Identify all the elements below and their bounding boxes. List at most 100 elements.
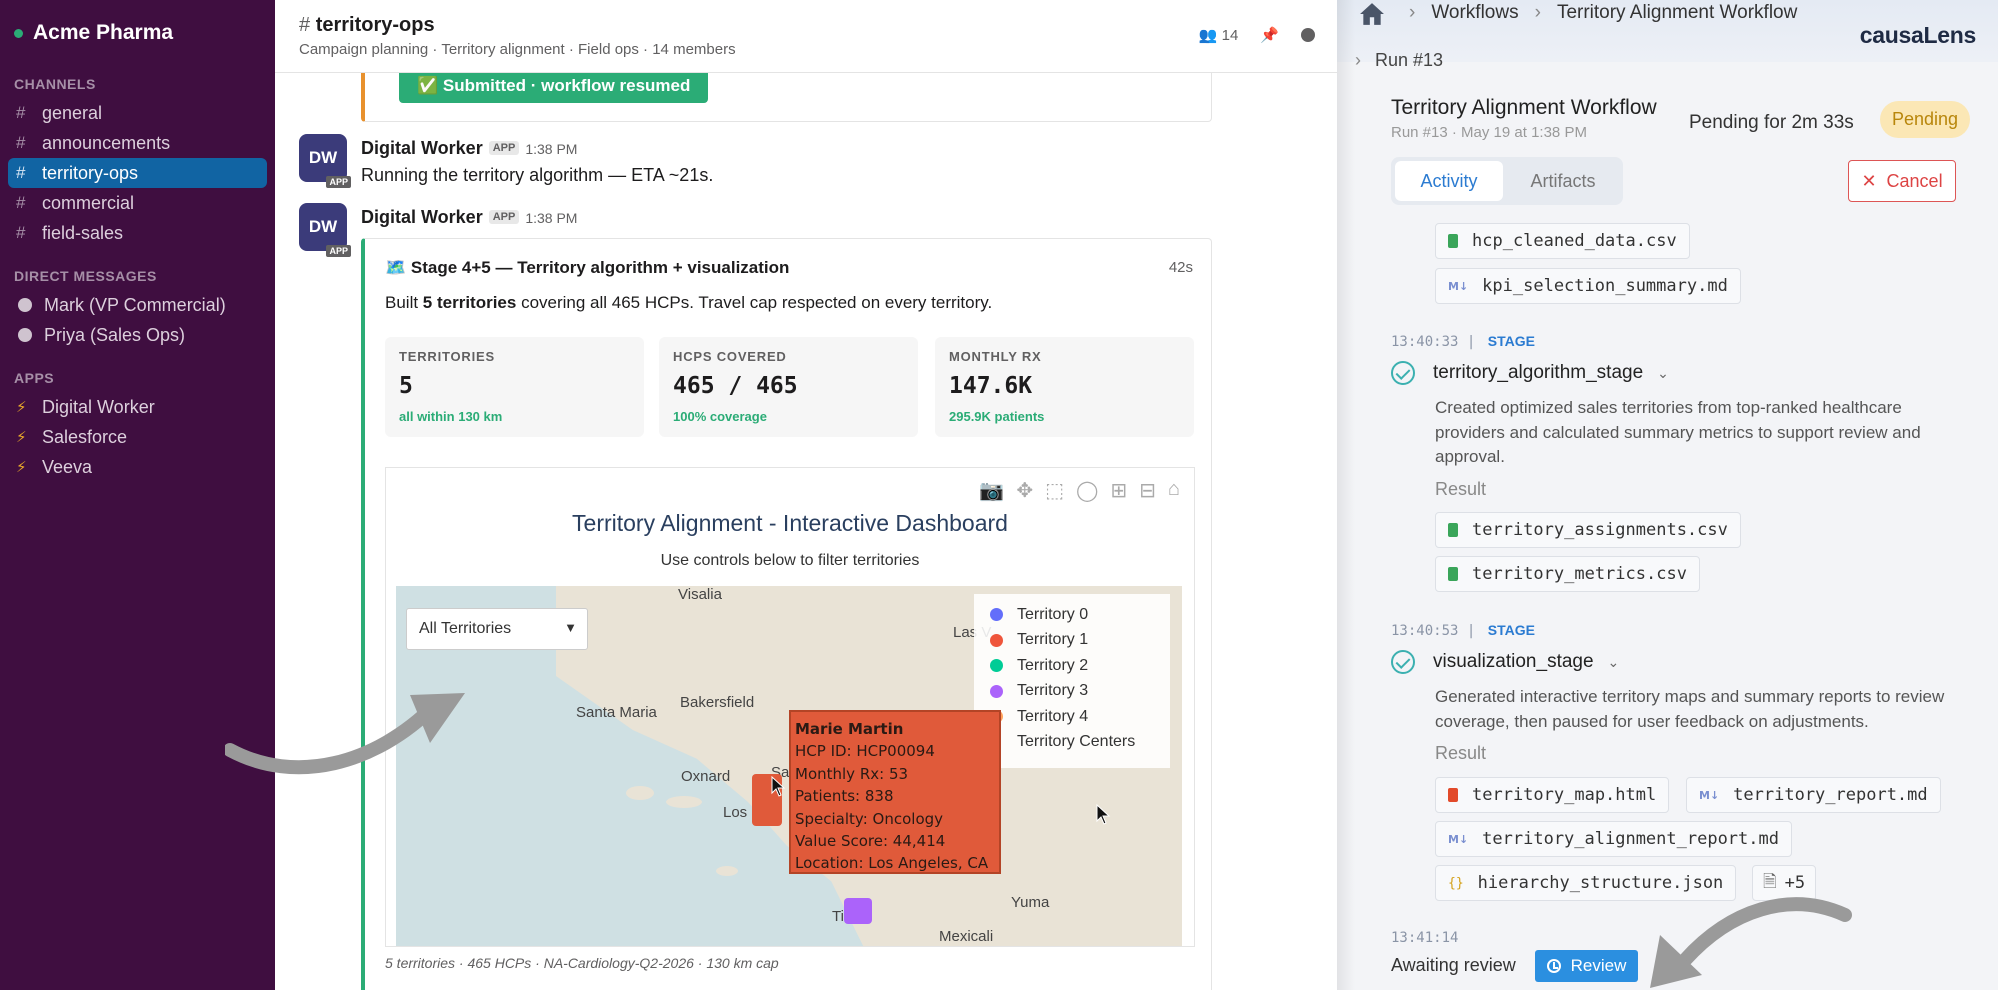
legend-item[interactable]: Territory 4 xyxy=(984,704,1160,730)
breadcrumb-workflow[interactable]: Territory Alignment Workflow xyxy=(1556,2,1798,23)
tooltip-name: Marie Martin xyxy=(795,718,995,740)
sidebar-item-app-digital-worker[interactable]: ⚡ Digital Worker xyxy=(8,392,267,422)
more-files-chip[interactable]: 🗎 +5 xyxy=(1752,865,1817,901)
dashboard-subtitle: Use controls below to filter territories xyxy=(660,552,920,569)
camera-icon[interactable]: 📷 xyxy=(979,480,1005,502)
file-chip[interactable]: territory_assignments.csv xyxy=(1435,512,1741,548)
legend-item[interactable]: Territory Centers xyxy=(984,730,1160,756)
hcp-tooltip: Marie Martin HCP ID: HCP00094 Monthly Rx… xyxy=(789,710,1001,874)
sidebar-item-dm-mark[interactable]: Mark (VP Commercial) xyxy=(8,290,267,320)
tab-artifacts[interactable]: Artifacts xyxy=(1530,170,1596,191)
file-chip[interactable]: territory_metrics.csv xyxy=(1435,556,1700,592)
message-text: Running the territory algorithm — ETA ~2… xyxy=(361,165,714,185)
legend-label: Territory 2 xyxy=(1017,656,1089,674)
submitted-button[interactable]: ✅ Submitted · workflow resumed xyxy=(399,69,709,103)
message-author[interactable]: Digital Worker xyxy=(361,138,483,158)
territory-3-cluster[interactable] xyxy=(844,898,872,924)
channels-header[interactable]: CHANNELS xyxy=(14,76,96,92)
map-label: Visalia xyxy=(678,586,722,603)
members-button[interactable]: 👥 14 xyxy=(1199,26,1239,44)
file-chip[interactable]: M↓ territory_alignment_report.md xyxy=(1435,821,1792,857)
file-chip[interactable]: M↓ territory_report.md xyxy=(1686,777,1941,813)
stage-row[interactable]: visualization_stage ⌄ xyxy=(1391,650,1619,674)
plot-toolbar: 📷 ✥ ⬚ ◯ ⊞ ⊟ ⌂ xyxy=(979,478,1180,503)
legend-item[interactable]: Territory 0 xyxy=(984,602,1160,628)
stage-row[interactable]: territory_algorithm_stage ⌄ xyxy=(1391,361,1669,385)
desc-text: Built xyxy=(385,293,423,312)
stat-label: HCPS COVERED xyxy=(673,349,787,364)
file-chip[interactable]: hcp_cleaned_data.csv xyxy=(1435,223,1690,259)
legend-dot xyxy=(990,659,1003,673)
channel-label: announcements xyxy=(42,132,171,153)
channel-title[interactable]: # territory-ops xyxy=(299,14,1337,37)
message-time[interactable]: 1:38 PM xyxy=(525,210,578,226)
legend-item[interactable]: Territory 1 xyxy=(984,628,1160,654)
dm-header[interactable]: DIRECT MESSAGES xyxy=(14,268,157,284)
sidebar-item-field-sales[interactable]: # field-sales xyxy=(8,218,267,248)
legend-item[interactable]: Territory 2 xyxy=(984,653,1160,679)
box-select-icon[interactable]: ⬚ xyxy=(1045,480,1064,502)
file-icon: 🗎 xyxy=(1763,871,1777,892)
card-footer: 5 territories · 465 HCPs · NA-Cardiology… xyxy=(385,955,779,971)
markdown-file-icon: M↓ xyxy=(1448,279,1469,293)
stat-value: 465 / 465 xyxy=(673,373,798,399)
sidebar-item-commercial[interactable]: # commercial xyxy=(8,188,267,218)
chevron-right-icon: › xyxy=(1534,2,1541,23)
sidebar-item-app-salesforce[interactable]: ⚡ Salesforce xyxy=(8,422,267,452)
apps-header[interactable]: APPS xyxy=(14,370,55,386)
zoom-in-icon[interactable]: ⊞ xyxy=(1110,480,1128,502)
stage-name: territory_algorithm_stage xyxy=(1433,362,1644,383)
brand-logo: causaLens xyxy=(1859,22,1977,48)
avatar-initials: DW xyxy=(308,217,338,236)
sidebar-item-dm-priya[interactable]: Priya (Sales Ops) xyxy=(8,320,267,350)
breadcrumb-workflows[interactable]: Workflows xyxy=(1431,2,1519,23)
sidebar-item-app-veeva[interactable]: ⚡ Veeva xyxy=(8,452,267,482)
channel-name: territory-ops xyxy=(315,14,435,36)
stat-label: TERRITORIES xyxy=(399,349,495,364)
home-icon[interactable] xyxy=(1359,2,1385,26)
map-label: Santa Maria xyxy=(576,704,657,721)
file-name: territory_assignments.csv xyxy=(1472,520,1728,540)
chevron-right-icon: › xyxy=(1409,2,1416,23)
workflow-panel: › Workflows › Territory Alignment Workflow … xyxy=(1337,0,1998,990)
avatar[interactable]: DW APP xyxy=(299,134,351,188)
message-author[interactable]: Digital Worker xyxy=(361,207,483,227)
hash-icon: # xyxy=(16,193,26,212)
bolt-icon: ⚡ xyxy=(16,459,27,476)
cursor-icon xyxy=(1096,804,1111,825)
message-time[interactable]: 1:38 PM xyxy=(525,141,578,157)
file-name: territory_map.html xyxy=(1472,785,1657,805)
sidebar-item-territory-ops[interactable]: # territory-ops xyxy=(8,158,267,188)
presence-icon xyxy=(18,298,32,312)
chevron-down-icon[interactable]: ⌄ xyxy=(1657,364,1669,381)
legend-item[interactable]: Territory 3 xyxy=(984,679,1160,705)
last-timestamp: 13:41:14 xyxy=(1391,930,1459,946)
zoom-out-icon[interactable]: ⊟ xyxy=(1139,480,1156,502)
breadcrumb-run-label[interactable]: Run #13 xyxy=(1375,50,1444,70)
map-label: Mexicali xyxy=(939,928,994,945)
file-chip[interactable]: territory_map.html xyxy=(1435,777,1670,813)
avatar[interactable]: DW APP xyxy=(299,203,351,257)
territory-filter-dropdown[interactable]: All Territories ▼ xyxy=(406,608,588,650)
app-label: Salesforce xyxy=(42,426,128,447)
home-icon[interactable]: ⌂ xyxy=(1167,478,1180,500)
pin-icon[interactable]: 📌 xyxy=(1260,27,1279,44)
info-icon[interactable] xyxy=(1301,28,1315,42)
file-chip[interactable]: {} hierarchy_structure.json xyxy=(1435,865,1737,901)
workspace-name[interactable]: Acme Pharma xyxy=(0,0,275,66)
stat-territories: TERRITORIES 5 all within 130 km xyxy=(385,337,644,437)
tab-activity[interactable]: Activity xyxy=(1395,161,1503,201)
review-button[interactable]: Review xyxy=(1535,950,1638,982)
territory-map[interactable]: Visalia Las V Bakersfield Santa Maria Ox… xyxy=(396,586,1182,946)
sidebar-item-announcements[interactable]: # announcements xyxy=(8,128,267,158)
file-chip[interactable]: M↓ kpi_selection_summary.md xyxy=(1435,268,1741,304)
map-label: Yuma xyxy=(1011,894,1050,911)
stage-timestamp: 13:40:33 | STAGE xyxy=(1391,333,1535,350)
lasso-icon[interactable]: ◯ xyxy=(1075,480,1099,502)
cancel-button[interactable]: ✕ Cancel xyxy=(1848,160,1956,202)
sidebar-item-general[interactable]: # general xyxy=(8,98,267,128)
pan-icon[interactable]: ✥ xyxy=(1016,480,1034,502)
channel-label: territory-ops xyxy=(42,162,139,183)
chevron-down-icon[interactable]: ⌄ xyxy=(1607,653,1620,670)
stage-result-card: 🗺️ Stage 4+5 — Territory algorithm + vis… xyxy=(361,238,1212,990)
